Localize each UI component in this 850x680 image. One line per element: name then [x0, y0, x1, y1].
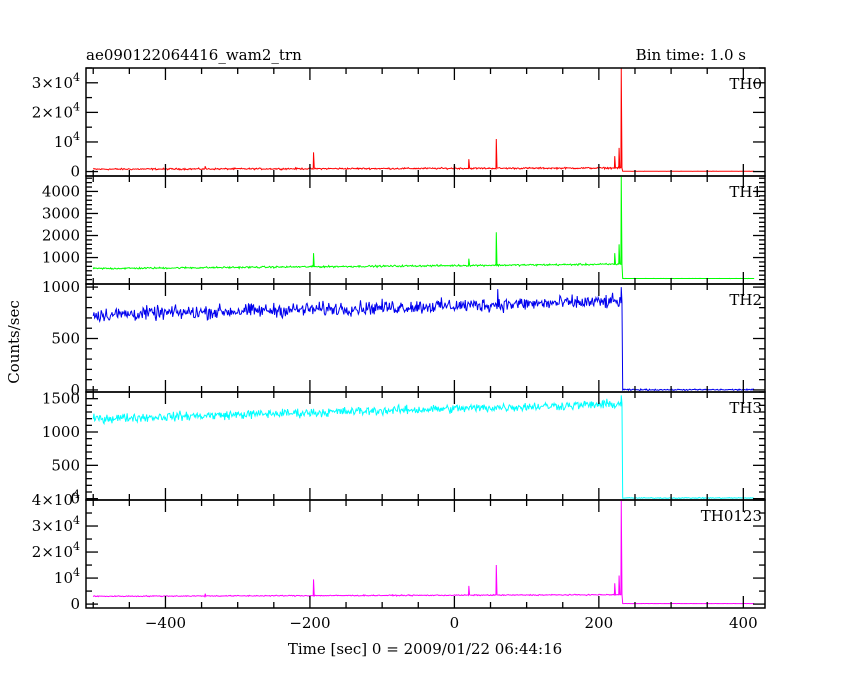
y-tick-label-exponent: 4	[73, 71, 80, 84]
panel-frame	[85, 391, 766, 501]
y-tick-label: 1500	[42, 390, 80, 408]
panel-name-th0: TH0	[729, 75, 762, 93]
panel-th1: 1000 2000 3000 4000 TH1	[42, 175, 766, 285]
y-axis-label: Counts/sec	[5, 300, 23, 384]
series-line-th1	[92, 176, 755, 280]
panel-th2: 0 500 1000 TH2	[42, 278, 766, 399]
y-tick-label-exponent: 4	[73, 488, 80, 501]
panel-frame	[85, 67, 766, 177]
y-tick-label-mantissa: 4×10	[32, 491, 73, 509]
y-tick-label: 0	[70, 595, 80, 613]
panel-name-th2: TH2	[729, 291, 762, 309]
y-tick-label: 3×104	[32, 514, 80, 535]
x-tick-label: 0	[450, 614, 460, 632]
plot-title: ae090122064416_wam2_trn	[86, 46, 302, 64]
x-tick-label: 200	[585, 614, 614, 632]
y-tick-label: 4×104	[32, 488, 80, 509]
y-tick-label: 500	[51, 330, 80, 348]
y-tick-label-mantissa: 2×10	[32, 543, 73, 561]
y-tick-label: 0	[70, 381, 80, 399]
x-tick-label: −400	[145, 614, 186, 632]
panel-name-th1: TH1	[729, 183, 762, 201]
x-axis-label: Time [sec] 0 = 2009/01/22 06:44:16	[288, 640, 562, 658]
y-tick-label-mantissa: 10	[54, 569, 73, 587]
series-line-th2	[92, 287, 755, 392]
y-tick-label-exponent: 4	[73, 100, 80, 113]
panel-frame	[85, 499, 766, 609]
y-tick-label: 1000	[42, 249, 80, 267]
y-tick-label-exponent: 4	[73, 566, 80, 579]
y-tick-label: 104	[54, 130, 80, 151]
panel-frame	[85, 283, 766, 393]
x-tick-label: 400	[729, 614, 758, 632]
x-tick-labels: −400 −200 0 200 400	[145, 614, 758, 632]
y-tick-label-mantissa: 3×10	[32, 74, 73, 92]
y-tick-label: 2000	[42, 227, 80, 245]
panel-name-th0123: TH0123	[701, 507, 762, 525]
panel-th3: 0 500 1000 1500 TH3	[42, 390, 766, 508]
x-tick-label: −200	[289, 614, 330, 632]
series-line-th0123	[92, 500, 755, 605]
y-tick-label: 104	[54, 566, 80, 587]
y-tick-label: 0	[70, 490, 80, 508]
y-tick-label-mantissa: 2×10	[32, 103, 73, 121]
y-tick-label-exponent: 4	[73, 130, 80, 143]
y-tick-label-mantissa: 10	[54, 133, 73, 151]
y-tick-label: 500	[51, 456, 80, 474]
y-tick-label: 1000	[42, 423, 80, 441]
y-tick-label: 2×104	[32, 100, 80, 121]
y-tick-label-exponent: 4	[73, 540, 80, 553]
y-tick-label: 2×104	[32, 540, 80, 561]
series-line-th0	[92, 68, 755, 172]
y-tick-label: 3000	[42, 204, 80, 222]
y-tick-label-mantissa: 3×10	[32, 517, 73, 535]
panel-name-th3: TH3	[729, 399, 762, 417]
y-tick-label: 3×104	[32, 71, 80, 92]
y-tick-label-exponent: 4	[73, 514, 80, 527]
series-line-th3	[92, 395, 755, 500]
y-tick-label: 4000	[42, 182, 80, 200]
y-tick-label: 0	[70, 163, 80, 181]
y-tick-label: 1000	[42, 278, 80, 296]
bin-time-label: Bin time: 1.0 s	[636, 46, 746, 64]
